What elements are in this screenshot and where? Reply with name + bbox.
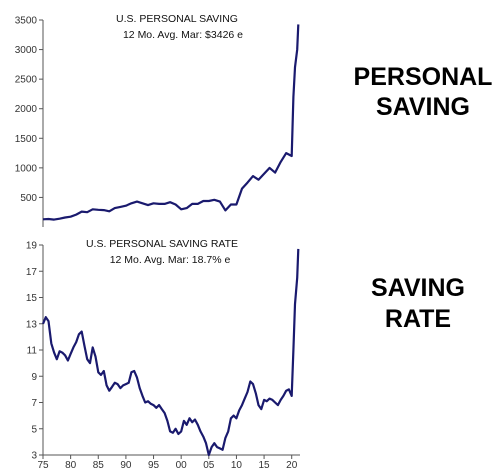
bottom-y-tick-label: 9 — [31, 372, 37, 383]
top-y-ticks: 500 1000 1500 2000 2500 3000 3500 — [15, 16, 43, 204]
side-label-top-line-2: SAVING — [376, 93, 470, 121]
bottom-x-tick-label: 85 — [93, 460, 105, 469]
bottom-x-tick-label: 95 — [148, 460, 160, 469]
bottom-y-tick-label: 7 — [31, 398, 37, 409]
bottom-y-tick-label: 19 — [26, 241, 38, 252]
bottom-y-tick-label: 3 — [31, 451, 37, 462]
top-annotation-line-2: 12 Mo. Avg. Mar: $3426 e — [123, 29, 243, 41]
bottom-x-tick-label: 90 — [120, 460, 132, 469]
personal-saving-series-line — [42, 24, 300, 221]
bottom-x-tick-label: 20 — [286, 460, 298, 469]
bottom-annotation-line-2: 12 Mo. Avg. Mar: 18.7% e — [110, 254, 231, 266]
top-y-tick-label: 2500 — [15, 75, 38, 86]
bottom-x-tick-label: 00 — [176, 460, 188, 469]
bottom-y-ticks: 3 5 7 9 11 13 15 17 19 — [26, 241, 43, 462]
bottom-x-tick-label: 05 — [203, 460, 215, 469]
top-annotation-line-1: U.S. PERSONAL SAVING — [116, 13, 238, 25]
side-label-bottom-line-1: SAVING — [371, 274, 465, 302]
top-y-tick-label: 1500 — [15, 134, 38, 145]
top-y-tick-label: 2000 — [15, 104, 38, 115]
bottom-x-tick-label: 75 — [37, 460, 49, 469]
bottom-x-tick-label: 15 — [259, 460, 271, 469]
bottom-y-tick-label: 13 — [26, 319, 38, 330]
bottom-y-tick-label: 15 — [26, 293, 38, 304]
side-label-bottom-line-2: RATE — [385, 305, 451, 333]
top-y-tick-label: 3000 — [15, 45, 38, 56]
bottom-x-ticks: 75 80 85 90 95 00 05 10 15 20 — [37, 455, 298, 469]
saving-rate-chart: 3 5 7 9 11 13 15 17 19 75 80 85 90 95 00 05 10 15 20 U.S.… — [26, 238, 300, 469]
bottom-x-tick-label: 10 — [231, 460, 243, 469]
bottom-x-tick-label: 80 — [65, 460, 77, 469]
bottom-y-tick-label: 11 — [27, 346, 38, 357]
saving-rate-series-line — [41, 248, 300, 457]
top-y-tick-label: 500 — [20, 193, 37, 204]
bottom-annotation-line-1: U.S. PERSONAL SAVING RATE — [86, 238, 238, 250]
bottom-y-tick-label: 5 — [31, 424, 37, 435]
side-label-top-line-1: PERSONAL — [354, 63, 493, 91]
top-y-tick-label: 3500 — [15, 16, 38, 27]
bottom-y-tick-label: 17 — [26, 267, 38, 278]
top-y-tick-label: 1000 — [15, 163, 38, 174]
personal-saving-chart: 500 1000 1500 2000 2500 3000 3500 U.S. PERSONA… — [15, 13, 300, 227]
